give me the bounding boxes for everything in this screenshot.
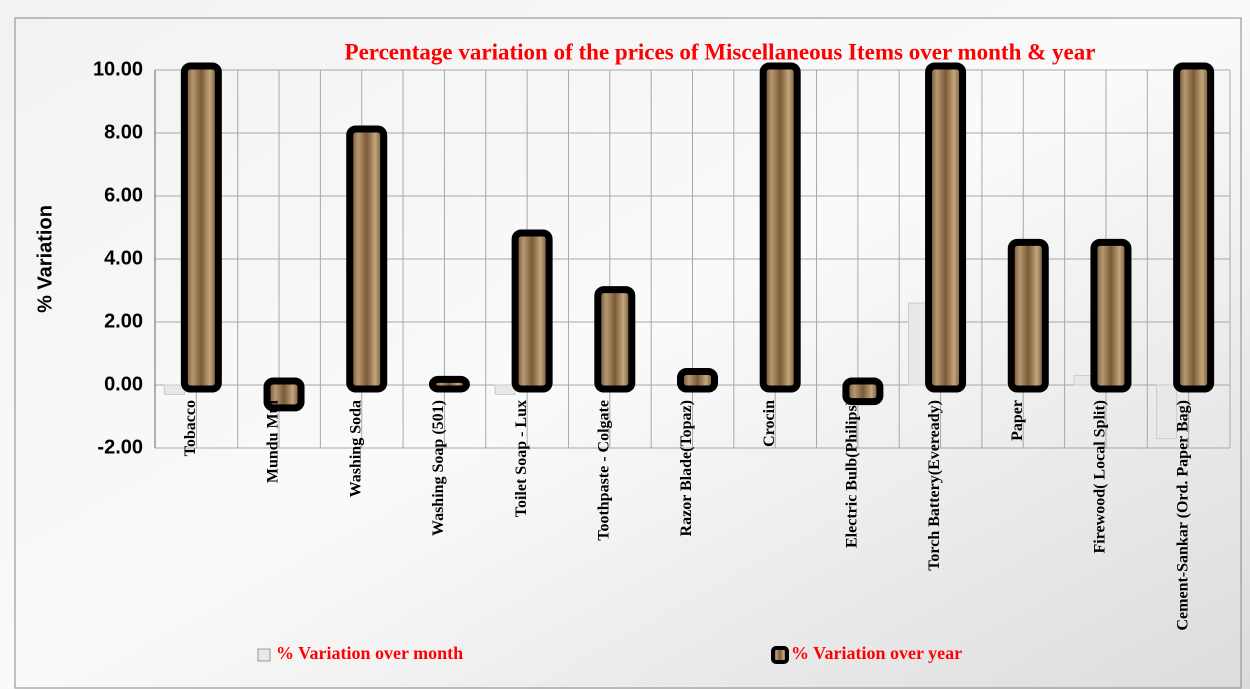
- x-tick-label: Torch Battery(Eveready): [926, 400, 943, 571]
- bar-year: [515, 233, 549, 389]
- x-tick-label: Crocin: [761, 400, 778, 447]
- bar-year: [1094, 242, 1128, 389]
- y-tick-label: 8.00: [104, 121, 143, 143]
- x-tick-label: Cement-Sankar (Ord. Paper Bag): [1174, 400, 1191, 631]
- bar-year: [681, 372, 715, 389]
- bar-year: [846, 381, 880, 402]
- y-axis-title: % Variation: [34, 205, 56, 313]
- y-tick-label: 2.00: [104, 310, 143, 332]
- chart-title: Percentage variation of the prices of Mi…: [345, 39, 1096, 64]
- bar-year: [598, 290, 632, 389]
- x-tick-label: Tobacco: [182, 400, 199, 456]
- y-tick-label: 0.00: [104, 373, 143, 395]
- bar-year: [929, 66, 963, 389]
- bar-year: [350, 129, 384, 389]
- x-tick-label: Toilet Soap - Lux: [513, 400, 530, 517]
- x-tick-label: Paper: [1009, 400, 1026, 441]
- legend-label: % Variation over month: [276, 643, 463, 663]
- bar-year: [1177, 66, 1211, 389]
- bar-year: [184, 66, 218, 389]
- bar-month: [495, 385, 515, 394]
- legend-swatch: [258, 649, 270, 661]
- legend-label: % Variation over year: [791, 643, 962, 663]
- y-tick-label: -2.00: [97, 436, 143, 458]
- x-tick-label: Razor Blade(Topaz): [678, 400, 695, 536]
- x-tick-label: Mundu Mul: [265, 399, 282, 483]
- chart: Percentage variation of the prices of Mi…: [0, 0, 1250, 689]
- bar-year: [1011, 242, 1045, 389]
- x-tick-label: Washing Soda: [347, 400, 364, 497]
- bar-month: [164, 385, 184, 394]
- legend-swatch: [773, 648, 787, 662]
- x-tick-label: Toothpaste - Colgate: [595, 400, 612, 541]
- y-tick-label: 4.00: [104, 247, 143, 269]
- x-tick-label: Electric Bulb(Philips): [844, 400, 861, 548]
- y-tick-label: 10.00: [93, 58, 143, 80]
- y-tick-label: 6.00: [104, 184, 143, 206]
- bar-year: [432, 379, 466, 389]
- x-tick-label: Washing Soap (501): [430, 400, 447, 536]
- x-tick-label: Firewood( Local Split): [1092, 400, 1109, 553]
- bar-year: [763, 66, 797, 389]
